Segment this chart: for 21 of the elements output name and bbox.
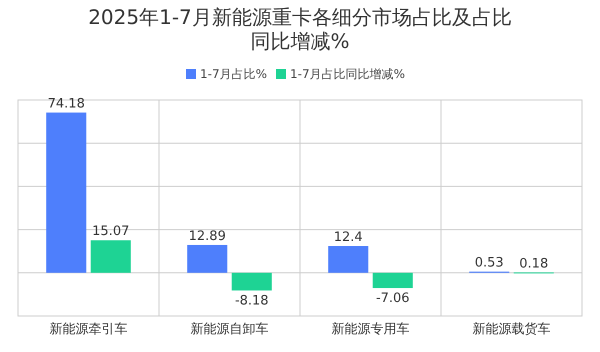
- data-label: -7.06: [376, 291, 410, 306]
- legend-label: 1-7月占比%: [200, 67, 268, 81]
- x-tick-label: 新能源载货车: [472, 322, 550, 337]
- data-label: -8.18: [234, 293, 269, 308]
- bar: [90, 240, 131, 273]
- bar: [328, 246, 368, 273]
- x-tick-label: 新能源牵引车: [50, 322, 128, 337]
- bar: [372, 272, 413, 288]
- bar: [46, 112, 86, 273]
- data-label: 12.89: [188, 228, 226, 244]
- x-tick-label: 新能源自卸车: [190, 322, 268, 337]
- legend-label: 1-7月占比同比增减%: [290, 67, 406, 81]
- data-label: 15.07: [92, 224, 130, 240]
- data-label: 12.4: [334, 230, 363, 246]
- data-label: 0.53: [474, 256, 504, 271]
- x-tick-label: 新能源专用车: [332, 322, 410, 337]
- chart-title: 2025年1-7月新能源重卡各细分市场占比及占比同比增减%: [88, 5, 512, 53]
- bar: [187, 244, 228, 273]
- data-label: 0.18: [519, 256, 548, 272]
- data-label: 74.18: [48, 96, 85, 112]
- bar: [232, 272, 272, 290]
